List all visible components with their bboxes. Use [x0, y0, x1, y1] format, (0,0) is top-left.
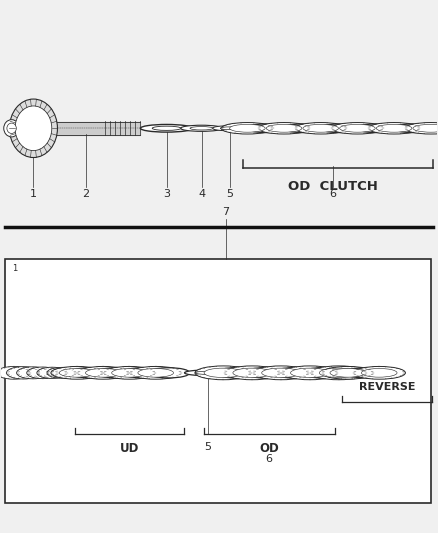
Ellipse shape	[130, 367, 182, 379]
Ellipse shape	[95, 368, 138, 378]
Ellipse shape	[4, 120, 19, 137]
Ellipse shape	[246, 124, 286, 133]
Ellipse shape	[224, 366, 281, 379]
Ellipse shape	[47, 367, 77, 378]
Ellipse shape	[195, 372, 221, 374]
Ellipse shape	[122, 368, 163, 378]
Text: REVERSE: REVERSE	[359, 383, 415, 392]
Ellipse shape	[283, 124, 322, 133]
Ellipse shape	[294, 123, 347, 134]
Ellipse shape	[85, 368, 121, 377]
Ellipse shape	[258, 123, 310, 134]
Ellipse shape	[303, 124, 339, 132]
Ellipse shape	[141, 124, 193, 132]
Ellipse shape	[112, 368, 147, 377]
Ellipse shape	[27, 367, 59, 378]
Ellipse shape	[7, 123, 16, 133]
Ellipse shape	[266, 124, 302, 132]
Text: 4: 4	[198, 189, 205, 199]
Ellipse shape	[138, 368, 173, 377]
Text: UD: UD	[120, 442, 139, 455]
Ellipse shape	[282, 366, 338, 379]
Ellipse shape	[204, 368, 243, 377]
Ellipse shape	[148, 368, 190, 378]
Ellipse shape	[274, 368, 317, 378]
Text: 1: 1	[12, 264, 17, 273]
Ellipse shape	[361, 368, 397, 377]
Ellipse shape	[413, 124, 438, 132]
Ellipse shape	[17, 367, 49, 379]
Ellipse shape	[393, 124, 432, 133]
Ellipse shape	[245, 368, 288, 378]
Ellipse shape	[51, 367, 103, 379]
Ellipse shape	[290, 368, 329, 377]
Ellipse shape	[59, 368, 95, 377]
Text: OD  CLUTCH: OD CLUTCH	[288, 180, 378, 193]
Ellipse shape	[190, 127, 213, 130]
Ellipse shape	[216, 368, 260, 378]
Ellipse shape	[0, 367, 31, 379]
Ellipse shape	[319, 124, 359, 133]
Text: 5: 5	[226, 189, 233, 199]
Ellipse shape	[69, 368, 111, 378]
Ellipse shape	[353, 367, 406, 379]
Ellipse shape	[37, 367, 67, 378]
Ellipse shape	[152, 126, 181, 131]
FancyBboxPatch shape	[5, 259, 431, 503]
Text: 5: 5	[205, 442, 212, 452]
Ellipse shape	[103, 367, 155, 379]
Ellipse shape	[230, 124, 265, 132]
Ellipse shape	[77, 367, 130, 379]
Ellipse shape	[302, 368, 346, 378]
Ellipse shape	[376, 124, 412, 132]
Ellipse shape	[330, 368, 366, 377]
Text: 2: 2	[82, 189, 89, 199]
Ellipse shape	[195, 366, 252, 379]
Text: OD: OD	[259, 442, 279, 455]
Ellipse shape	[343, 368, 384, 378]
Ellipse shape	[310, 366, 367, 379]
Ellipse shape	[339, 124, 375, 132]
Text: 1: 1	[30, 189, 37, 199]
Ellipse shape	[321, 367, 374, 379]
Circle shape	[15, 106, 52, 151]
Text: 6: 6	[329, 189, 336, 199]
Ellipse shape	[7, 367, 40, 379]
Ellipse shape	[221, 123, 274, 134]
Text: 3: 3	[163, 189, 170, 199]
Ellipse shape	[319, 368, 358, 377]
Text: 6: 6	[266, 454, 273, 464]
Ellipse shape	[261, 368, 300, 377]
Circle shape	[10, 99, 57, 158]
Ellipse shape	[220, 127, 240, 130]
Ellipse shape	[180, 125, 223, 131]
Ellipse shape	[368, 123, 420, 134]
Ellipse shape	[331, 123, 384, 134]
Ellipse shape	[356, 124, 396, 133]
Ellipse shape	[405, 123, 438, 134]
Ellipse shape	[233, 368, 272, 377]
Text: 7: 7	[222, 207, 229, 217]
Ellipse shape	[212, 126, 247, 131]
Ellipse shape	[253, 366, 309, 379]
Ellipse shape	[184, 370, 232, 376]
